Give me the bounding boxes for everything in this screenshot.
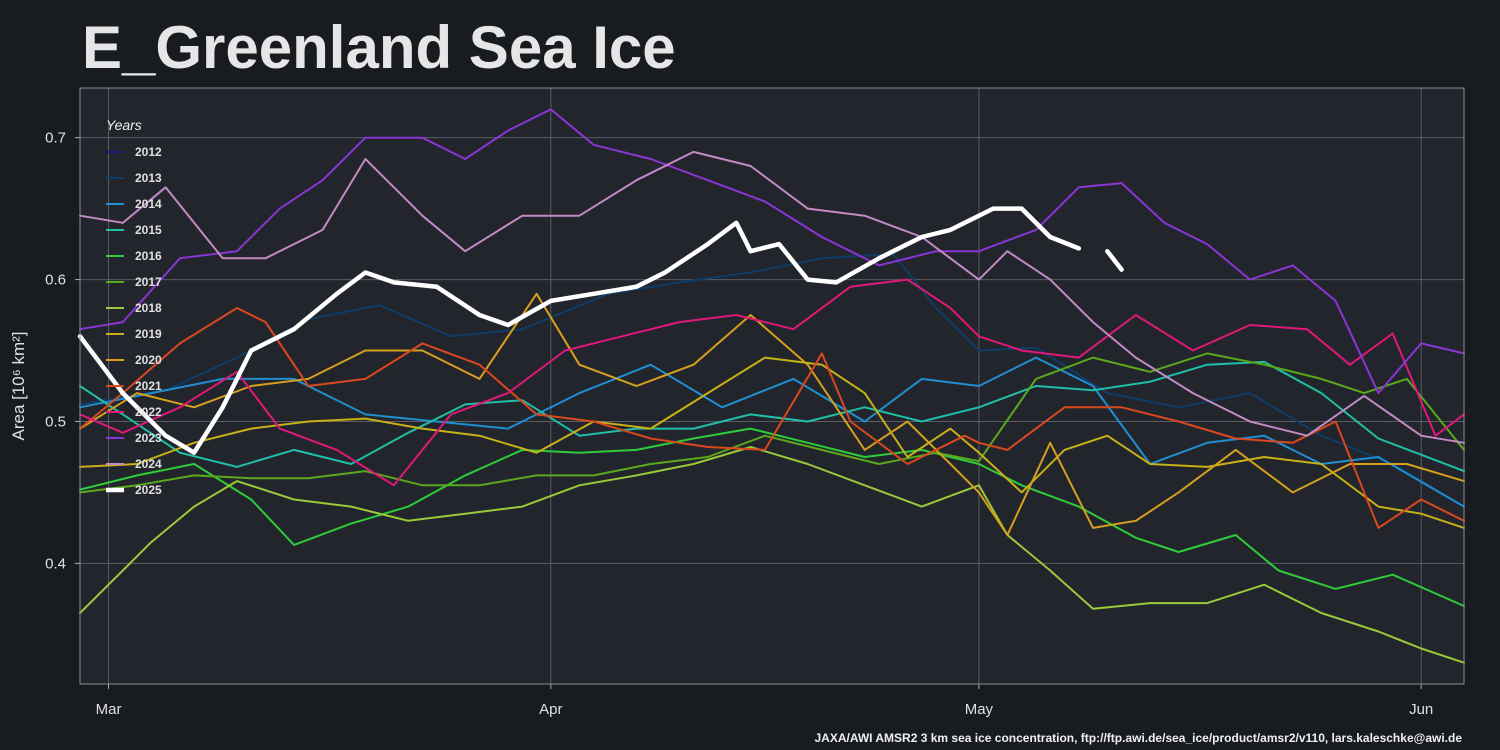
series-line-2016 xyxy=(79,427,1465,607)
legend-label-2019: 2019 xyxy=(135,327,162,341)
legend-label-2017: 2017 xyxy=(135,275,162,289)
legend-label-2022: 2022 xyxy=(135,405,162,419)
series-line-2020 xyxy=(79,292,1465,536)
legend-label-2024: 2024 xyxy=(135,457,162,471)
x-tick-label: May xyxy=(965,701,994,718)
legend: Years 2012 2013 2014 2015 2016 2017 2018 2019 20… xyxy=(106,117,162,497)
series-line-2013 xyxy=(79,253,1465,508)
x-tick-label: Mar xyxy=(96,701,122,718)
legend-label-2025: 2025 xyxy=(135,483,162,497)
legend-label-2013: 2013 xyxy=(135,171,162,185)
series-line-2021 xyxy=(79,307,1465,529)
y-tick-label: 0.6 xyxy=(45,272,66,289)
y-axis-label: Area [10⁶ km²] xyxy=(9,331,28,440)
series-line-2018 xyxy=(79,446,1465,664)
legend-label-2023: 2023 xyxy=(135,431,162,445)
y-tick-label: 0.5 xyxy=(45,413,66,430)
series-line-2025 xyxy=(77,206,1124,455)
legend-title: Years xyxy=(106,117,142,133)
legend-label-2014: 2014 xyxy=(135,197,162,211)
x-tick-label: Apr xyxy=(539,701,562,718)
x-tick-label: Jun xyxy=(1409,701,1433,718)
series-line-2017 xyxy=(79,352,1465,494)
plot-border xyxy=(79,87,1465,685)
plot-area xyxy=(80,88,1464,684)
series-line-2024 xyxy=(79,150,1465,444)
source-credit: JAXA/AWI AMSR2 3 km sea ice concentratio… xyxy=(814,731,1462,745)
legend-label-2018: 2018 xyxy=(135,301,162,315)
legend-label-2016: 2016 xyxy=(135,249,162,263)
legend-label-2012: 2012 xyxy=(135,145,162,159)
series-line-2015 xyxy=(79,360,1465,473)
y-tick-label: 0.4 xyxy=(45,555,66,572)
legend-label-2021: 2021 xyxy=(135,379,162,393)
series-line-2023 xyxy=(79,108,1465,395)
y-tick-label: 0.7 xyxy=(45,130,66,147)
series-line-2022 xyxy=(79,278,1465,487)
chart-title: E_Greenland Sea Ice xyxy=(82,14,676,81)
y-axis: 0.4 0.5 0.6 0.7 xyxy=(45,130,80,572)
series-line-2019 xyxy=(79,356,1465,529)
legend-label-2015: 2015 xyxy=(135,223,162,237)
legend-label-2020: 2020 xyxy=(135,353,162,367)
x-axis: Mar Apr May Jun xyxy=(96,684,1433,718)
series-layer xyxy=(77,108,1465,664)
